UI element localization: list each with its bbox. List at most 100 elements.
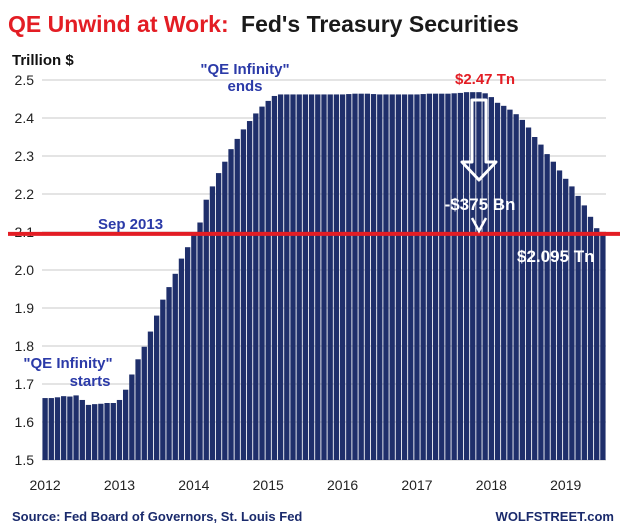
bar [370,94,377,460]
bar [408,94,414,460]
y-tick-label: 2.4 [15,110,35,126]
y-tick-label: 1.7 [15,376,35,392]
bar [470,92,476,460]
bar [358,93,364,461]
bar [141,346,147,460]
bar [54,397,61,460]
bar [432,93,439,461]
bar [569,186,575,460]
bar [333,94,340,460]
bar [67,396,73,460]
y-tick-label: 1.8 [15,338,35,354]
bar [61,396,67,460]
bar [129,374,135,460]
bar [587,216,594,460]
bar [451,93,457,461]
bar [501,105,507,460]
bar [414,94,420,460]
brand-text: WOLFSTREET.com [496,509,614,524]
bar [383,94,389,460]
x-tick-label: 2012 [30,477,61,493]
y-tick-label: 2.3 [15,148,35,164]
bar [271,95,278,461]
chart-title-part1: QE Unwind at Work: [8,11,229,37]
x-tick-label: 2014 [178,477,209,493]
bar [104,403,110,460]
bar [339,94,346,460]
bar [389,94,395,460]
bar [507,109,513,460]
bar [346,94,352,460]
bar [172,273,178,460]
x-tick-label: 2015 [253,477,284,493]
bar [401,94,408,460]
bar [445,93,451,461]
y-tick-label: 2.0 [15,262,35,278]
x-tick-label: 2018 [476,477,507,493]
bar [135,359,141,460]
bar [209,186,216,460]
bar [439,93,445,461]
bar [184,247,191,460]
bar [110,403,116,460]
chevron-down-icon [470,217,488,234]
bar [79,399,85,460]
bar [327,94,333,460]
bar [116,399,123,460]
bar [246,121,253,460]
bars [42,92,606,461]
bar [550,161,556,460]
reference-line-label: Sep 2013 [98,216,163,233]
bar [92,404,98,460]
bar [222,161,228,460]
x-tick-labels: 2012 2013 2014 2015 2016 2017 2018 2019 [30,477,582,493]
bar [296,94,302,460]
bar [42,398,48,460]
bar [178,258,185,460]
y-tick-label: 1.6 [15,414,35,430]
y-tick-label: 1.5 [15,452,35,468]
bar [191,233,197,460]
bar [290,94,296,460]
bar [73,395,79,460]
bar [265,100,271,461]
bar [426,93,433,461]
annotation-qe-end-line1: "QE Infinity" [200,61,289,78]
bar [302,94,309,460]
annotation-current: $2.095 Tn [517,247,595,266]
bar [513,114,519,460]
bar [457,92,464,461]
bar [575,195,581,460]
bar [228,149,234,460]
bar [563,178,569,461]
bar [240,129,247,460]
y-tick-label: 1.9 [15,300,35,316]
bar [123,389,129,460]
bar [377,94,383,460]
x-tick-label: 2017 [401,477,432,493]
annotation-qe-start-line1: "QE Infinity" [23,355,112,372]
bar [538,144,544,460]
bar [525,127,532,460]
source-text: Source: Fed Board of Governors, St. Loui… [12,509,302,524]
bar [48,398,54,460]
bar [395,94,402,460]
bar [519,119,525,461]
bar [482,93,488,461]
y-tick-labels: 1.51.61.71.81.92.02.12.22.32.42.5 [15,72,35,468]
bar [494,102,501,461]
y-tick-label: 2.5 [15,72,35,88]
annotation-peak: $2.47 Tn [455,71,515,88]
bar [364,93,371,461]
annotation-qe-start-line2: starts [70,373,111,390]
bar [544,154,550,460]
bar [85,404,92,460]
bar [315,94,321,460]
bar [259,106,265,460]
bar [476,92,482,460]
bar [160,299,166,460]
bar [308,94,315,460]
bar [352,93,358,461]
